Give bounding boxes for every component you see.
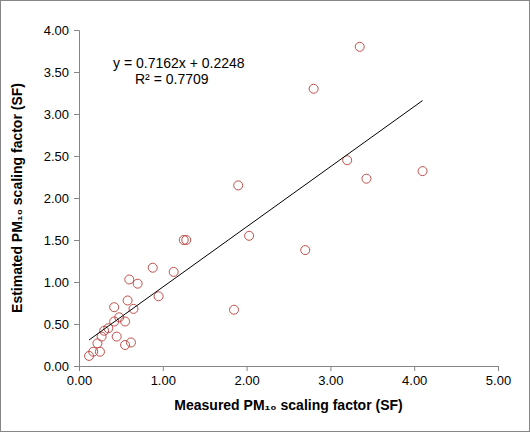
x-tick-label: 2.00 — [234, 373, 259, 388]
y-tick-mark — [74, 156, 79, 157]
scatter-point — [121, 341, 130, 350]
x-tick-mark — [247, 366, 248, 371]
scatter-point — [154, 292, 163, 301]
y-axis: 0.00 0.50 1.00 1.50 2.00 2.50 3.00 3.50 4.00 — [44, 23, 80, 374]
x-tick-label: 4.00 — [402, 373, 427, 388]
scatter-point — [230, 305, 239, 314]
y-tick-mark — [74, 198, 79, 199]
y-tick: 4.00 — [44, 23, 79, 38]
y-tick-label: 1.50 — [44, 233, 69, 248]
scatter-point — [112, 332, 121, 341]
y-tick-mark — [74, 30, 79, 31]
y-tick: 3.50 — [44, 65, 79, 80]
scatter-point — [125, 275, 134, 284]
scatter-point — [126, 338, 135, 347]
y-tick-mark — [74, 72, 79, 73]
x-tick-mark — [330, 366, 331, 371]
scatter-point — [234, 181, 243, 190]
y-tick: 1.00 — [44, 275, 79, 290]
x-tick-mark — [414, 366, 415, 371]
x-axis-line — [80, 367, 499, 372]
x-tick: 5.00 — [486, 366, 511, 388]
scatter-point — [182, 236, 191, 245]
y-tick: 2.00 — [44, 191, 79, 206]
scatter-point — [95, 347, 104, 356]
x-tick-label: 5.00 — [486, 373, 511, 388]
y-tick-label: 4.00 — [44, 23, 69, 38]
scatter-point — [123, 296, 132, 305]
y-tick-label: 3.50 — [44, 65, 69, 80]
x-tick: 2.00 — [234, 366, 259, 388]
trend-line — [89, 101, 423, 340]
scatter-point — [418, 167, 427, 176]
y-tick-mark — [74, 282, 79, 283]
scatter-point — [355, 42, 364, 51]
y-tick-mark — [74, 324, 79, 325]
y-tick-label: 3.00 — [44, 107, 69, 122]
x-tick-label: 0.00 — [67, 373, 92, 388]
y-tick: 1.50 — [44, 233, 79, 248]
x-axis-title: Measured PM₁₀ scaling factor (SF) — [174, 397, 402, 413]
y-axis-title: Estimated PM₁₀ scaling factor (SF) — [9, 83, 25, 313]
x-tick: 3.00 — [318, 366, 343, 388]
plot-area — [85, 42, 428, 360]
y-tick-mark — [74, 240, 79, 241]
scatter-point — [148, 263, 157, 272]
scatter-point — [301, 246, 310, 255]
scatter-point — [245, 231, 254, 240]
annotation: R² = 0.7709 — [135, 71, 209, 87]
y-tick-label: 0.00 — [44, 359, 69, 374]
y-tick-label: 2.50 — [44, 149, 69, 164]
x-tick-label: 3.00 — [318, 373, 343, 388]
y-tick: 0.00 — [44, 359, 79, 374]
y-tick-label: 2.00 — [44, 191, 69, 206]
y-tick: 2.50 — [44, 149, 79, 164]
scatter-point — [169, 267, 178, 276]
annotation: y = 0.7162x + 0.2248 — [113, 55, 245, 71]
scatter-point — [309, 84, 318, 93]
chart: 0.00 1.00 2.00 3.00 4.00 5.00 0.00 0.50 1.00 1.50… — [0, 0, 530, 432]
y-tick: 3.00 — [44, 107, 79, 122]
y-tick: 0.50 — [44, 317, 79, 332]
scatter-point — [121, 317, 130, 326]
x-axis: 0.00 1.00 2.00 3.00 4.00 5.00 — [67, 366, 511, 388]
x-tick: 1.00 — [151, 366, 176, 388]
scatter-point — [93, 339, 102, 348]
x-tick: 0.00 — [67, 366, 92, 388]
x-tick-label: 1.00 — [151, 373, 176, 388]
x-tick-mark — [163, 366, 164, 371]
scatter-point — [133, 279, 142, 288]
y-tick-label: 1.00 — [44, 275, 69, 290]
scatter-point — [110, 303, 119, 312]
x-tick-mark — [498, 366, 499, 371]
y-axis-line — [74, 31, 80, 367]
y-tick-label: 0.50 — [44, 317, 69, 332]
scatter-point — [362, 174, 371, 183]
y-tick-mark — [74, 366, 79, 367]
y-tick-mark — [74, 114, 79, 115]
chart-frame — [1, 1, 530, 432]
x-tick: 4.00 — [402, 366, 427, 388]
